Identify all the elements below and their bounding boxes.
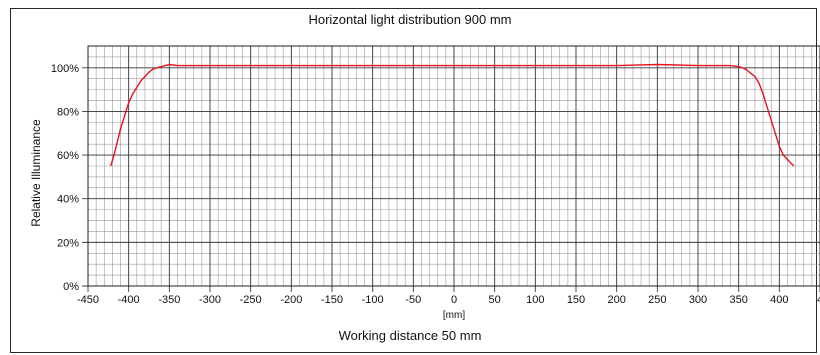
x-tick-label: -50 bbox=[405, 294, 421, 306]
x-tick-label: -150 bbox=[321, 294, 343, 306]
y-tick-label: 80% bbox=[57, 106, 79, 118]
series-line bbox=[110, 63, 795, 167]
major-grid bbox=[82, 46, 820, 292]
x-tick-label: -400 bbox=[118, 294, 140, 306]
x-tick-label: 4 bbox=[817, 294, 820, 306]
x-tick-label: -200 bbox=[280, 294, 302, 306]
series-layer bbox=[110, 63, 795, 167]
y-tick-label: 100% bbox=[51, 63, 79, 75]
x-tick-label: 50 bbox=[489, 294, 501, 306]
x-tick-label: 250 bbox=[648, 294, 666, 306]
x-tick-label: -100 bbox=[362, 294, 384, 306]
plot-area bbox=[87, 45, 820, 287]
x-tick-label: -350 bbox=[158, 294, 180, 306]
y-tick-label: 40% bbox=[57, 194, 79, 206]
x-tick-labels: -450 -400 -350 -300 -250 -200 -150 -100 -50 0 50 10… bbox=[77, 294, 820, 306]
y-axis-label: Relative Illuminance bbox=[29, 119, 43, 227]
y-tick-label: 0% bbox=[63, 281, 79, 293]
x-tick-label: 100 bbox=[526, 294, 544, 306]
y-tick-labels: 0% 20% 40% 60% 80% 100% bbox=[51, 63, 79, 293]
x-tick-label: -250 bbox=[240, 294, 262, 306]
y-tick-label: 20% bbox=[57, 237, 79, 249]
x-axis-label: [mm] bbox=[443, 310, 465, 321]
chart-subtitle: Working distance 50 mm bbox=[338, 328, 482, 343]
x-tick-label: -450 bbox=[77, 294, 99, 306]
x-tick-label: 300 bbox=[689, 294, 707, 306]
x-tick-label: 0 bbox=[451, 294, 457, 306]
x-tick-label: 400 bbox=[770, 294, 788, 306]
y-tick-label: 60% bbox=[57, 150, 79, 162]
x-tick-label: 350 bbox=[729, 294, 747, 306]
x-tick-label: -300 bbox=[199, 294, 221, 306]
chart-title: Horizontal light distribution 900 mm bbox=[308, 12, 512, 27]
x-tick-label: 200 bbox=[607, 294, 625, 306]
x-tick-label: 150 bbox=[567, 294, 585, 306]
